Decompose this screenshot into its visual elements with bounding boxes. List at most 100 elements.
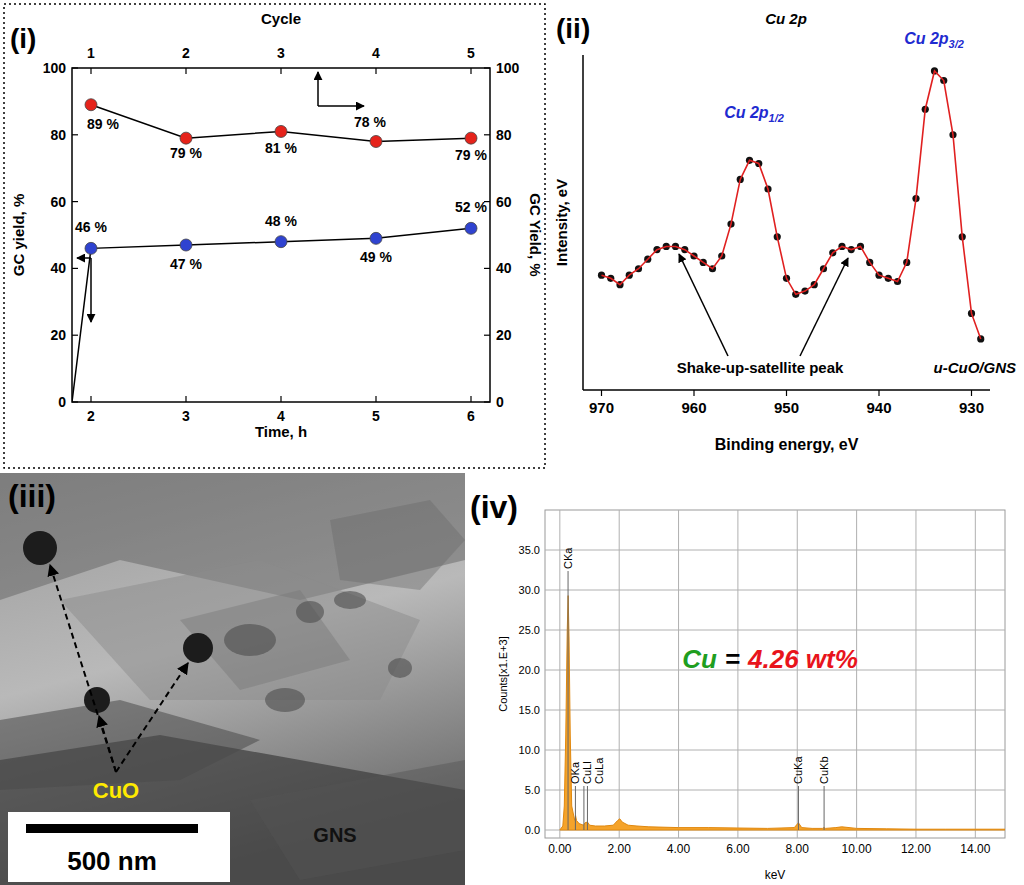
- arrow: [318, 105, 364, 107]
- y-tick: [72, 268, 78, 269]
- cuo-particle: [23, 531, 57, 565]
- annotation-element: Cu: [682, 644, 717, 674]
- cuo-particle: [183, 633, 213, 663]
- panel-letter: (i): [10, 23, 36, 54]
- data-point: [977, 335, 984, 342]
- y-grid-line: [545, 790, 1005, 791]
- arrow: [116, 663, 188, 772]
- y2-tick-label: 40: [496, 260, 512, 276]
- tem-image: [0, 473, 465, 885]
- y2-tick: [484, 268, 490, 269]
- panel-letter: (ii): [556, 13, 590, 44]
- x-tick: [470, 396, 471, 402]
- chart-title: Cu 2p: [765, 10, 807, 27]
- annotation-equals: =: [725, 644, 740, 674]
- plot-area: [560, 596, 1005, 830]
- x-tick-label: 6: [467, 408, 475, 424]
- data-label: 52 %: [455, 199, 487, 215]
- y2-tick: [484, 401, 490, 402]
- annotation-text: Shake-up-satellite peak: [677, 359, 844, 376]
- x-tick: [693, 390, 694, 396]
- y-axis-title: GC yield, %: [10, 194, 27, 277]
- y-grid-line: [545, 550, 1005, 551]
- x-axis-title: Binding energy, eV: [715, 436, 859, 453]
- y2-tick-label: 0: [496, 394, 504, 410]
- annotation: u-CuO/GNS: [934, 359, 1017, 376]
- y-axis-title: Counts[x1.E+3]: [497, 636, 509, 712]
- y2-tick: [484, 67, 490, 68]
- x-tick-label: 950: [774, 399, 799, 416]
- annotation-text: u-CuO/GNS: [934, 359, 1017, 376]
- y-grid-line: [545, 710, 1005, 711]
- y-tick-label: 40: [50, 260, 66, 276]
- peak-marker: [798, 786, 799, 830]
- y2-tick: [484, 335, 490, 336]
- x-tick: [601, 390, 602, 396]
- peak-marker: [824, 786, 825, 830]
- peak-label: CuKa: [792, 756, 804, 784]
- graphene-sheet: [180, 590, 350, 690]
- peak-label: CKa: [562, 547, 574, 569]
- x-grid-line: [559, 510, 560, 838]
- x-grid-line: [915, 510, 916, 838]
- particle-shadow: [388, 658, 412, 678]
- cuo-label: CuO: [93, 778, 139, 803]
- y-grid-line: [545, 590, 1005, 591]
- x2-tick-label: 5: [467, 45, 475, 61]
- x-tick-label: 6.00: [726, 842, 750, 856]
- x-tick-label: 14.00: [960, 842, 990, 856]
- x2-tick: [90, 68, 91, 74]
- x-grid-line: [856, 510, 857, 838]
- x-tick: [185, 396, 186, 402]
- y-grid-line: [545, 750, 1005, 751]
- x-tick: [280, 396, 281, 402]
- x-grid-line: [975, 510, 976, 838]
- y2-tick-label: 100: [496, 60, 520, 76]
- cuo-particle: [84, 687, 110, 713]
- arrow: [679, 254, 728, 356]
- figure: (i)2345612345020406080100020406080100Tim…: [0, 0, 1024, 885]
- x2-tick: [470, 68, 471, 74]
- arrow: [77, 257, 91, 259]
- x-tick-label: 930: [959, 399, 984, 416]
- annotation-amount: 4.26 wt%: [747, 644, 858, 674]
- arrow: [99, 716, 116, 772]
- x2-axis-title: Cycle: [261, 10, 301, 27]
- y2-tick: [484, 134, 490, 135]
- peak-marker: [583, 786, 584, 830]
- particle-shadow: [265, 688, 305, 712]
- arrow: [90, 258, 92, 322]
- arrow: [800, 258, 848, 356]
- gns-label: GNS: [313, 824, 356, 846]
- x-grid-line: [797, 510, 798, 838]
- x-tick-label: 0.00: [548, 842, 572, 856]
- data-label: 79 %: [170, 145, 202, 161]
- data-point: [465, 222, 477, 234]
- x-tick-label: 2: [87, 408, 95, 424]
- x-tick-label: 960: [681, 399, 706, 416]
- graphene-sheet: [0, 700, 260, 790]
- y-tick: [72, 335, 78, 336]
- x-tick: [786, 390, 787, 396]
- data-label: 46 %: [75, 219, 107, 235]
- annotation-text: Cu 2p: [904, 30, 949, 47]
- x-grid-line: [737, 510, 738, 838]
- y2-tick-label: 20: [496, 327, 512, 343]
- peak-label: OKa: [569, 761, 581, 784]
- data-point: [370, 232, 382, 244]
- x-tick-label: 2.00: [608, 842, 632, 856]
- particle-shadow: [296, 601, 324, 623]
- annotation: Shake-up-satellite peak: [677, 359, 844, 376]
- annotation: Cu 2p3/2: [904, 30, 964, 50]
- data-label: 78 %: [354, 114, 386, 130]
- y-tick: [72, 134, 78, 135]
- y-tick-label: 5.0: [525, 784, 540, 796]
- y-tick-label: 30.0: [519, 584, 540, 596]
- x-grid-line: [678, 510, 679, 838]
- y-tick: [72, 401, 78, 402]
- x-axis-title: Time, h: [255, 423, 307, 440]
- arrow: [317, 72, 319, 106]
- annotation-text: Cu 2p: [724, 104, 769, 121]
- peak-marker: [575, 786, 576, 830]
- y-tick-label: 80: [50, 127, 66, 143]
